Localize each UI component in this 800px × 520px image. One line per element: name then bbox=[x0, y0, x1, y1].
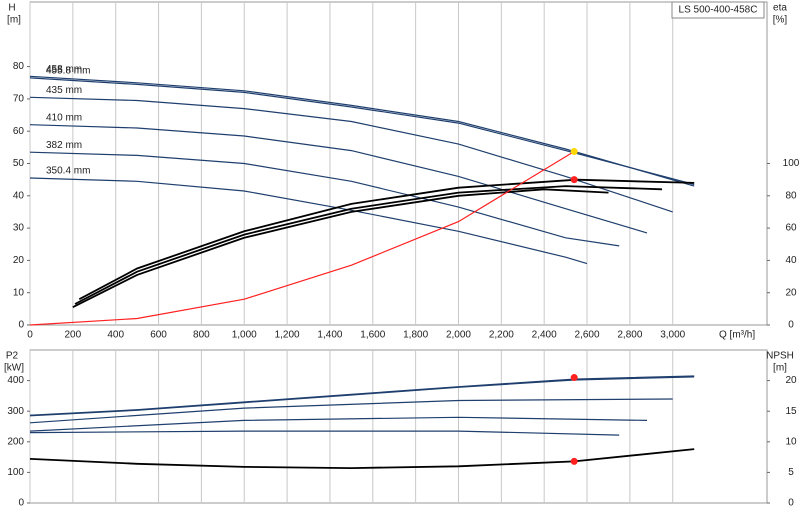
y-axis-label: P2 bbox=[6, 351, 19, 362]
y2-tick-label: 100 bbox=[783, 158, 800, 169]
operating-point bbox=[570, 457, 578, 465]
x-tick-label: 2,400 bbox=[532, 330, 557, 341]
operating-point bbox=[570, 374, 578, 382]
y-tick-label: 80 bbox=[13, 61, 25, 72]
curve bbox=[29, 430, 620, 436]
y-axis-unit: [kW] bbox=[4, 363, 24, 374]
curve bbox=[29, 124, 648, 234]
x-tick-label: 1,600 bbox=[360, 330, 385, 341]
y-tick-label: 0 bbox=[18, 498, 24, 509]
y-tick-label: 400 bbox=[7, 375, 24, 386]
y-axis-unit: [m] bbox=[7, 15, 21, 26]
operating-point bbox=[570, 148, 578, 156]
curve bbox=[72, 188, 609, 309]
chart-title: LS 500-400-458C bbox=[679, 5, 758, 16]
y2-tick-label: 20 bbox=[785, 287, 797, 298]
y2-tick-label: 60 bbox=[785, 223, 797, 234]
y2-tick-label: 80 bbox=[785, 190, 797, 201]
y-tick-label: 50 bbox=[13, 158, 25, 169]
curve-label: 455.8 mm bbox=[46, 66, 90, 77]
curve bbox=[29, 398, 673, 424]
curve-label: 350.4 mm bbox=[46, 166, 90, 177]
curve-label: 458 mm bbox=[46, 64, 82, 75]
x-tick-label: 1,000 bbox=[232, 330, 257, 341]
curve bbox=[29, 77, 695, 186]
curve bbox=[29, 96, 673, 213]
y-tick-label: 100 bbox=[7, 467, 24, 478]
x-tick-label: 600 bbox=[150, 330, 167, 341]
y2-tick-label: 15 bbox=[785, 406, 797, 417]
x-tick-label: 1,200 bbox=[275, 330, 300, 341]
curve bbox=[29, 375, 695, 416]
x-tick-label: 2,800 bbox=[617, 330, 642, 341]
x-tick-label: 2,200 bbox=[489, 330, 514, 341]
x-tick-label: 3,000 bbox=[660, 330, 685, 341]
x-tick-label: 200 bbox=[65, 330, 82, 341]
x-axis-label: Q [m³/h] bbox=[719, 330, 755, 341]
curve bbox=[29, 177, 588, 265]
curve bbox=[78, 178, 695, 300]
x-tick-label: 400 bbox=[107, 330, 124, 341]
curve-label: 435 mm bbox=[46, 85, 82, 96]
curve bbox=[29, 448, 695, 470]
curve bbox=[74, 185, 663, 305]
y-axis-label: H bbox=[8, 3, 15, 14]
curve bbox=[29, 416, 648, 432]
curve-label: 382 mm bbox=[46, 140, 82, 151]
x-tick-label: 800 bbox=[193, 330, 210, 341]
y2-tick-label: 40 bbox=[785, 255, 797, 266]
x-tick-label: 2,600 bbox=[575, 330, 600, 341]
operating-point bbox=[570, 176, 578, 184]
curve bbox=[29, 150, 575, 326]
y2-tick-label: 10 bbox=[785, 436, 797, 447]
y2-axis-label: eta bbox=[773, 3, 787, 14]
y-tick-label: 60 bbox=[13, 126, 25, 137]
x-tick-label: 2,000 bbox=[446, 330, 471, 341]
y-tick-label: 200 bbox=[7, 436, 24, 447]
y-tick-label: 30 bbox=[13, 223, 25, 234]
y2-tick-label: 0 bbox=[788, 498, 794, 509]
title-box bbox=[671, 1, 765, 19]
y-tick-label: 70 bbox=[13, 94, 25, 105]
x-tick-label: 1,800 bbox=[403, 330, 428, 341]
y-tick-label: 300 bbox=[7, 406, 24, 417]
plot-frame bbox=[29, 349, 768, 504]
y-tick-label: 40 bbox=[13, 190, 25, 201]
y2-axis-unit: [%] bbox=[773, 15, 788, 26]
y-tick-label: 10 bbox=[13, 287, 25, 298]
y2-tick-label: 20 bbox=[785, 375, 797, 386]
y-tick-label: 20 bbox=[13, 255, 25, 266]
plot-frame bbox=[29, 1, 768, 326]
y2-axis-label: NPSH bbox=[766, 351, 794, 362]
curve-label: 410 mm bbox=[46, 112, 82, 123]
y2-tick-label: 5 bbox=[788, 467, 794, 478]
curve bbox=[29, 75, 695, 187]
x-tick-label: 0 bbox=[27, 330, 33, 341]
y2-tick-label: 0 bbox=[788, 320, 794, 331]
y2-axis-unit: [m] bbox=[773, 363, 787, 374]
y-tick-label: 0 bbox=[18, 320, 24, 331]
curve bbox=[29, 151, 620, 247]
x-tick-label: 1,400 bbox=[317, 330, 342, 341]
